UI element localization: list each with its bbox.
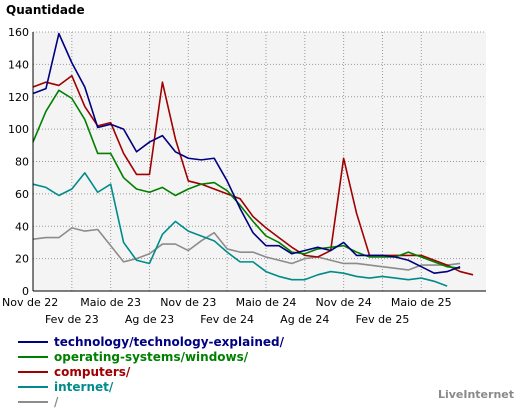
series-line — [32, 32, 461, 274]
y-tick-label: 80 — [15, 156, 29, 169]
x-tick-label: Fev de 23 — [45, 313, 99, 326]
legend-swatch — [18, 355, 48, 358]
x-tick-label: Fev de 24 — [200, 313, 254, 326]
series-line — [32, 227, 461, 271]
x-tick-label: Maio de 25 — [391, 296, 452, 309]
legend-label: / — [54, 394, 59, 409]
x-tick-label: Nov de 22 — [2, 296, 58, 309]
x-tick-label: Maio de 24 — [236, 296, 297, 309]
plot-area — [33, 32, 486, 291]
x-tick-label: Ag de 24 — [280, 313, 329, 326]
x-axis-ticks: Nov de 22 Maio de 23 Nov de 23 Maio de 24 No… — [2, 296, 452, 326]
legend-swatch — [18, 385, 48, 388]
legend-swatch — [18, 370, 48, 373]
series-line — [32, 89, 461, 270]
series-line — [32, 172, 448, 287]
series-lines — [32, 32, 474, 287]
legend-item: technology/technology-explained/ — [18, 334, 284, 349]
grid-lines — [33, 31, 486, 291]
legend: technology/technology-explained/operatin… — [18, 334, 284, 409]
legend-item: internet/ — [18, 379, 284, 394]
legend-item: operating-systems/windows/ — [18, 349, 284, 364]
chart-title: Quantidade — [6, 3, 85, 17]
x-tick-label: Ag de 23 — [125, 313, 174, 326]
chart-canvas: Quantidade 0 20 40 60 80 100 120 140 160 Nov de … — [2, 3, 486, 326]
credit-label: LiveInternet — [437, 388, 514, 401]
legend-item: computers/ — [18, 364, 284, 379]
legend-item: / — [18, 394, 284, 409]
legend-label: internet/ — [54, 379, 114, 394]
legend-swatch — [18, 340, 48, 343]
y-tick-label: 100 — [8, 123, 29, 136]
y-tick-label: 140 — [8, 58, 29, 71]
legend-swatch — [18, 400, 48, 403]
legend-label: technology/technology-explained/ — [54, 334, 284, 349]
legend-label: operating-systems/windows/ — [54, 349, 249, 364]
y-tick-label: 0 — [22, 285, 29, 298]
legend-label: computers/ — [54, 364, 131, 379]
x-tick-label: Fev de 25 — [356, 313, 410, 326]
y-tick-label: 120 — [8, 91, 29, 104]
y-axis-ticks: 0 20 40 60 80 100 120 140 160 — [8, 26, 29, 298]
x-tick-label: Nov de 23 — [160, 296, 216, 309]
y-tick-label: 60 — [15, 188, 29, 201]
y-tick-label: 40 — [15, 220, 29, 233]
x-tick-label: Maio de 23 — [80, 296, 141, 309]
y-tick-label: 160 — [8, 26, 29, 39]
y-tick-label: 20 — [15, 253, 29, 266]
x-tick-label: Nov de 24 — [316, 296, 372, 309]
